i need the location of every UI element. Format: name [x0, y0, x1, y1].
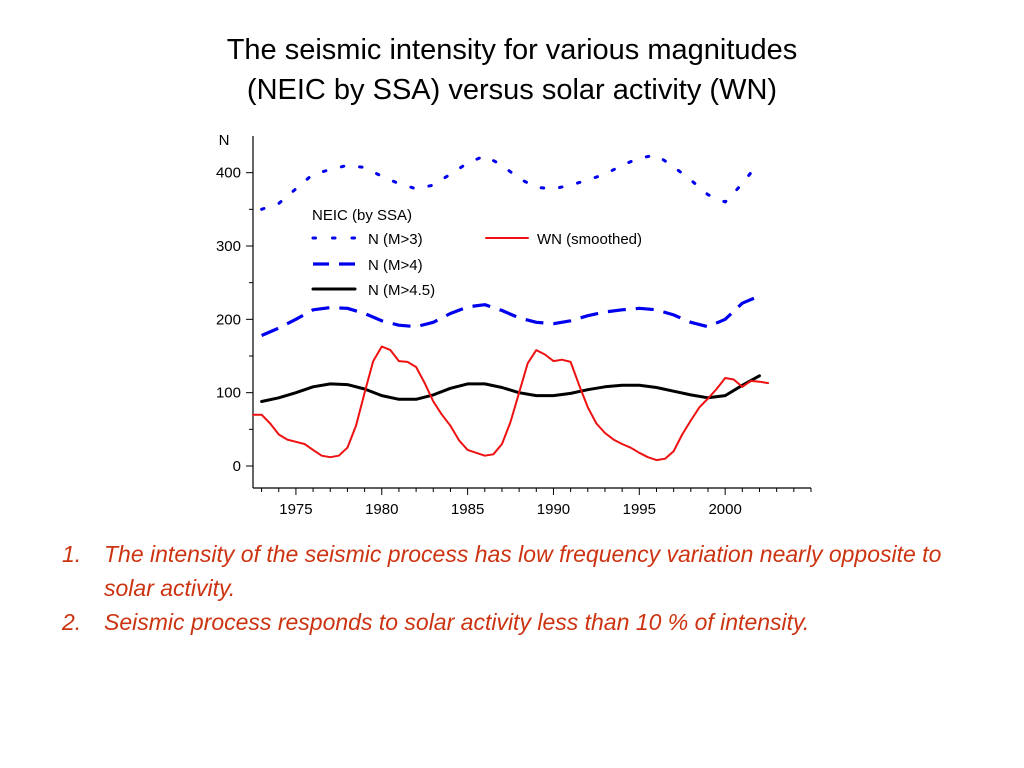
series-line-m45	[260, 374, 761, 403]
y-tick-label: 200	[216, 311, 241, 328]
conclusion-number: 2.	[62, 609, 82, 635]
slide-title: The seismic intensity for various magnit…	[0, 30, 1024, 110]
series-line-m4	[260, 294, 761, 337]
y-tick-label: 400	[216, 165, 241, 182]
x-tick-label: 1990	[537, 501, 570, 518]
conclusion-item-2: 2. Seismic process responds to solar act…	[62, 605, 992, 639]
x-tick-label: 2000	[708, 501, 741, 518]
legend-label-wn: WN (smoothed)	[537, 231, 642, 248]
y-axis-label: N	[219, 132, 230, 149]
title-line-1: The seismic intensity for various magnit…	[226, 34, 798, 66]
y-tick-label: 100	[216, 385, 241, 402]
chart-axes	[252, 136, 811, 489]
chart-legend: NEIC (by SSA) N (M>3) N (M>4) N (M>4.5) …	[311, 207, 642, 299]
conclusion-text: The intensity of the seismic process has…	[104, 541, 942, 601]
x-tick-label: 1980	[365, 501, 398, 518]
legend-label-m4: N (M>4)	[368, 257, 423, 274]
y-tick-label: 300	[216, 238, 241, 255]
legend-title: NEIC (by SSA)	[312, 207, 412, 224]
legend-label-m45: N (M>4.5)	[368, 282, 435, 299]
conclusion-text: Seismic process responds to solar activi…	[104, 609, 810, 635]
x-tick-label: 1995	[623, 501, 656, 518]
x-tick-label: 1975	[279, 501, 312, 518]
title-line-2: (NEIC by SSA) versus solar activity (WN)	[246, 74, 778, 106]
series-line-wn	[252, 345, 770, 462]
series-line-m3	[260, 153, 761, 211]
conclusion-number: 1.	[62, 541, 82, 567]
y-tick-label: 0	[233, 458, 241, 475]
x-tick-label: 1985	[451, 501, 484, 518]
conclusions-list: 1. The intensity of the seismic process …	[62, 537, 992, 639]
conclusion-item-1: 1. The intensity of the seismic process …	[62, 537, 992, 605]
legend-label-m3: N (M>3)	[368, 231, 423, 248]
